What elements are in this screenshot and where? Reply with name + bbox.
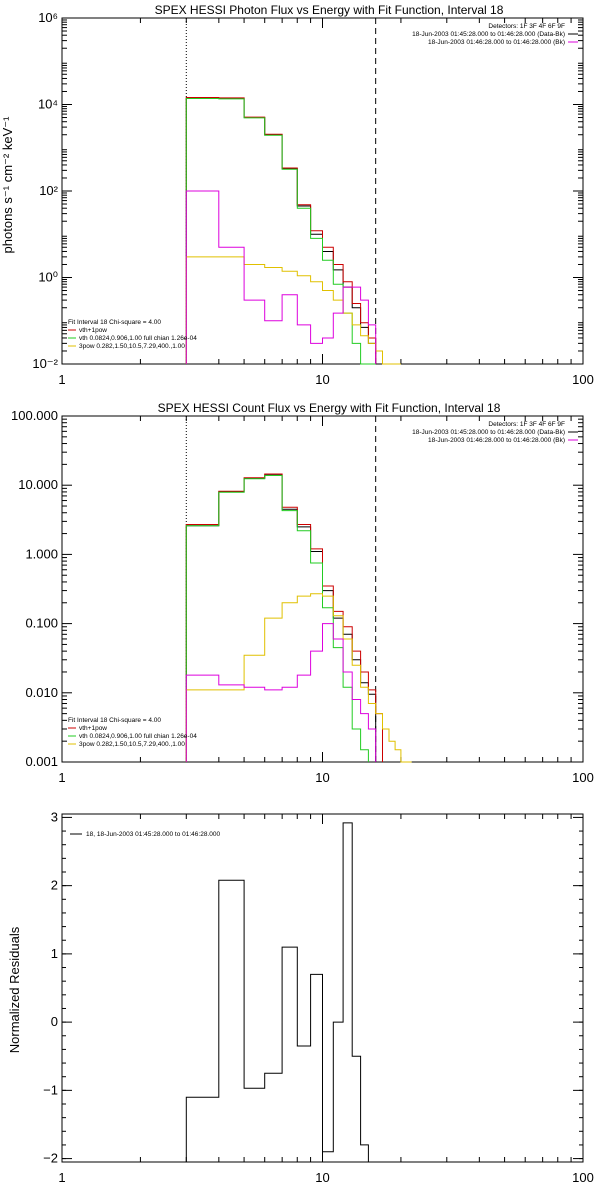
count-flux-legend-entry: vth 0.0824,0.906,1.00 full chian 1.26e-0… (79, 733, 197, 740)
count-flux-y-tick-label: 1.000 (25, 546, 58, 561)
count-flux-y-tick-label: 100.000 (11, 408, 58, 423)
photon-flux-y-tick-label: 10⁶ (38, 10, 58, 25)
count-flux-legend-entry: Detectors: 1F 3F 4F 6F 9F (488, 421, 565, 428)
photon-flux-title: SPEX HESSI Photon Flux vs Energy with Fi… (155, 3, 504, 17)
photon-flux-ylabel: photons s⁻¹ cm⁻² keV⁻¹ (0, 116, 15, 254)
photon-flux-x-tick-label: 10 (315, 372, 329, 387)
count-flux-series-background (185, 623, 377, 762)
photon-flux-legend-entry: 3pow 0.282,1.50,10.5,7.29,400.,1.00 (79, 343, 185, 350)
photon-flux-series-model (185, 97, 377, 364)
residuals-legend-entry: 18, 18-Jun-2003 01:45:28.000 to 01:46:28… (86, 831, 220, 838)
count-flux-legend-entry: 3pow 0.282,1.50,10.5,7.29,400.,1.00 (79, 741, 185, 748)
photon-flux-legend-entry: 18-Jun-2003 01:45:28.000 to 01:46:28.000… (412, 31, 565, 38)
photon-flux-y-tick-label: 10⁰ (38, 270, 58, 285)
residuals-ylabel: Normalized Residuals (7, 926, 22, 1053)
residuals-series-model (185, 822, 376, 1163)
count-flux-legend-entry: Fit Interval 18 Chi-square = 4.00 (68, 717, 161, 724)
count-flux-legend-entry: vth+1pow (79, 725, 107, 732)
count-flux-series-vth_1pow (185, 473, 383, 762)
count-flux-series-pow (185, 593, 412, 763)
count-flux-x-tick-label: 1 (58, 770, 65, 785)
residuals-x-tick-label: 1 (58, 1170, 65, 1185)
photon-flux-x-tick-label: 1 (58, 372, 65, 387)
photon-flux-series-background (185, 190, 377, 364)
residuals-x-tick-label: 100 (572, 1170, 594, 1185)
photon-flux-series-vth_1pow (185, 97, 377, 364)
photon-flux-y-tick-label: 10⁻² (32, 356, 58, 371)
photon-flux-legend-entry: 18-Jun-2003 01:46:28.000 to 01:46:28.000… (428, 39, 565, 46)
residuals-panel: Normalized Residuals 1 10 100 −2 −1 0 1 2 3 18, 1… (7, 809, 594, 1185)
count-flux-series-vth (185, 475, 369, 762)
residuals-y-tick-label: 3 (51, 809, 58, 824)
photon-flux-x-tick-label: 100 (572, 372, 594, 387)
count-flux-x-tick-label: 100 (572, 770, 594, 785)
count-flux-y-tick-label: 0.100 (25, 616, 58, 631)
residuals-y-tick-label: 2 (51, 878, 58, 893)
residuals-y-tick-label: −2 (43, 1151, 58, 1166)
count-flux-legend-entry: 18-Jun-2003 01:45:28.000 to 01:46:28.000… (412, 429, 565, 436)
photon-flux-series-vth (185, 98, 376, 365)
count-flux-y-tick-label: 0.010 (25, 685, 58, 700)
count-flux-y-tick-label: 10.000 (18, 477, 58, 492)
photon-flux-y-tick-label: 10⁴ (38, 97, 58, 112)
residuals-y-tick-label: 0 (51, 1014, 58, 1029)
residuals-y-tick-label: −1 (43, 1082, 58, 1097)
photon-flux-legend-entry: Fit Interval 18 Chi-square = 4.00 (68, 319, 161, 326)
photon-flux-legend-entry: vth+1pow (79, 327, 107, 334)
count-flux-x-tick-label: 10 (315, 770, 329, 785)
photon-flux-legend-entry: vth 0.0824,0.906,1.00 full chian 1.26e-0… (79, 335, 197, 342)
photon-flux-panel: SPEX HESSI Photon Flux vs Energy with Fi… (0, 3, 594, 387)
residuals-x-tick-label: 10 (315, 1170, 329, 1185)
count-flux-panel: SPEX HESSI Count Flux vs Energy with Fit… (11, 401, 594, 785)
photon-flux-y-tick-label: 10² (39, 183, 58, 198)
count-flux-legend-entry: 18-Jun-2003 01:46:28.000 to 01:46:28.000… (428, 437, 565, 444)
photon-flux-plot-frame (61, 17, 584, 365)
residuals-y-tick-label: 1 (51, 946, 58, 961)
count-flux-y-tick-label: 0.001 (25, 754, 58, 769)
count-flux-title: SPEX HESSI Count Flux vs Energy with Fit… (158, 401, 501, 415)
photon-flux-legend-entry: Detectors: 1F 3F 4F 6F 9F (488, 23, 565, 30)
